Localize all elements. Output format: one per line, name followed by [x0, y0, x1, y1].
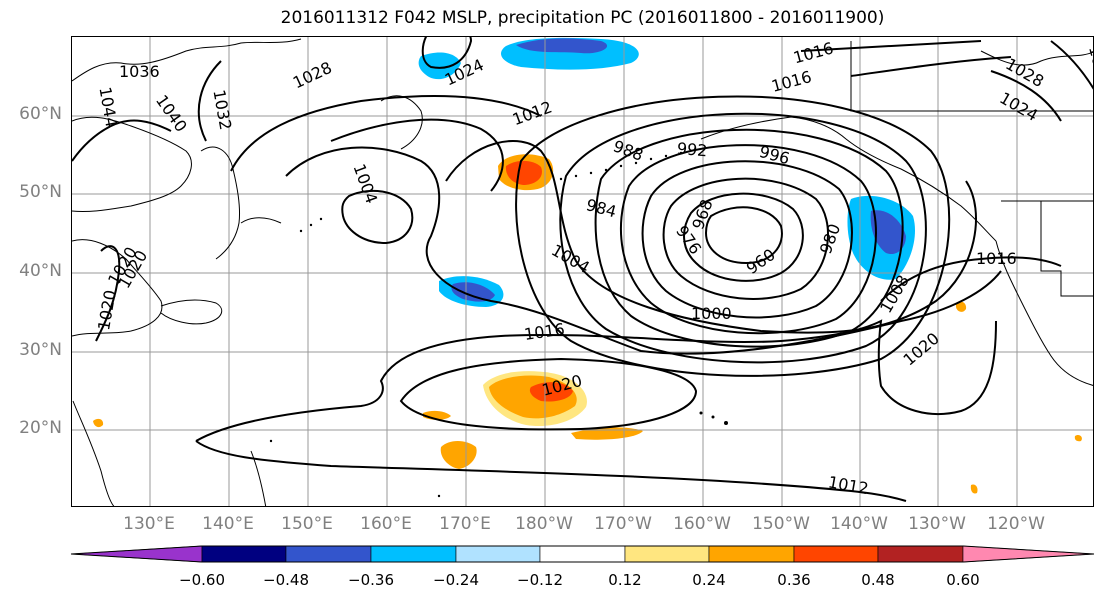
isobar-label: 1016	[791, 38, 835, 67]
colorbar-tick-label: 0.12	[608, 571, 642, 589]
isobar-label: 1012	[827, 472, 870, 498]
lon-label-150e: 150°E	[281, 514, 333, 534]
lon-label-170w: 170°W	[594, 514, 652, 534]
isobar-label: 1032	[209, 88, 235, 131]
lon-label-180w: 180°W	[515, 514, 573, 534]
colorbar-tick-label: −0.48	[263, 571, 309, 589]
colorbar-tick-label: 0.36	[777, 571, 811, 589]
lon-label-130e: 130°E	[123, 514, 175, 534]
lon-label-130w: 130°W	[908, 514, 966, 534]
colorbar-tick-label: −0.36	[348, 571, 394, 589]
lon-label-140w: 140°W	[830, 514, 888, 534]
colorbar-tick-label: 0.48	[861, 571, 895, 589]
precip-positive-core	[505, 160, 542, 185]
isobar-label: 992	[676, 139, 708, 161]
colorbar-segment	[70, 545, 203, 563]
lon-label-140e: 140°E	[202, 514, 254, 534]
isobar-label: 1020	[900, 329, 943, 370]
isobar-label: 984	[584, 195, 618, 221]
colorbar-tick-label: 0.60	[946, 571, 980, 589]
precip-negative-region	[418, 52, 461, 80]
precip-negative-core	[516, 38, 608, 54]
lon-label-160e: 160°E	[360, 514, 412, 534]
isobar-label: 1004	[349, 161, 381, 206]
colorbar-segment	[455, 545, 541, 563]
isobars	[72, 37, 1093, 502]
isobar-label: 1044	[95, 85, 121, 128]
lon-label-150w: 150°W	[752, 514, 810, 534]
isobar-label: 1012	[510, 97, 555, 129]
isobar-label: 1016	[523, 319, 566, 343]
precip-positive-region	[423, 410, 451, 420]
map-canvas: 1036 1044 1040 1032 1028 1024 1012 1004 …	[72, 37, 1093, 506]
colorbar-segment	[285, 545, 372, 563]
lon-label-170e: 170°E	[439, 514, 491, 534]
precip-positive-region	[93, 418, 104, 428]
isobar-label: 1000	[691, 304, 732, 323]
island-chain	[269, 151, 728, 498]
precip-positive-region	[956, 301, 967, 312]
lon-label-160w: 160°W	[673, 514, 731, 534]
isobar-label: 1040	[152, 91, 191, 135]
lat-label-30: 30°N	[19, 340, 62, 360]
colorbar-segments	[70, 545, 1095, 563]
colorbar-tick-label: −0.12	[517, 571, 563, 589]
precip-negative-core	[451, 282, 495, 302]
colorbar-segment	[370, 545, 457, 563]
isobar-label: 968	[688, 197, 716, 232]
colorbar-segment	[708, 545, 795, 563]
precip-positive-core	[529, 382, 573, 402]
colorbar-segment	[624, 545, 710, 563]
lat-label-50: 50°N	[19, 182, 62, 202]
isobar-label: 980	[816, 221, 844, 256]
isobar-label: 1028	[290, 58, 335, 92]
isobar-label: 1016	[769, 67, 813, 96]
isobar-label: 1036	[119, 62, 160, 81]
precip-positive-region	[440, 441, 477, 469]
lat-label-40: 40°N	[19, 261, 62, 281]
isobar-label: 1020	[94, 288, 120, 331]
lon-label-120w: 120°W	[987, 514, 1045, 534]
colorbar-segment	[201, 545, 287, 563]
colorbar-tick-label: 0.24	[692, 571, 726, 589]
colorbar-segment	[962, 545, 1095, 563]
lat-label-20: 20°N	[19, 418, 62, 438]
coastlines	[72, 38, 1093, 506]
colorbar-segment	[539, 545, 626, 563]
precip-positive-region	[1074, 434, 1082, 442]
lat-label-60: 60°N	[19, 104, 62, 124]
map-panel: 1036 1044 1040 1032 1028 1024 1012 1004 …	[71, 36, 1094, 507]
isobar-label: 1016	[976, 249, 1017, 268]
map-title: 2016011312 F042 MSLP, precipitation PC (…	[280, 8, 885, 28]
precip-negative-core	[870, 210, 906, 255]
colorbar-segment	[877, 545, 964, 563]
precip-positive-region	[970, 484, 978, 494]
colorbar-tick-label: −0.24	[433, 571, 479, 589]
colorbar-segment	[793, 545, 879, 563]
isobar-label: 988	[611, 136, 646, 164]
isobar-label: 996	[757, 142, 791, 168]
colorbar-tick-label: −0.60	[179, 571, 225, 589]
